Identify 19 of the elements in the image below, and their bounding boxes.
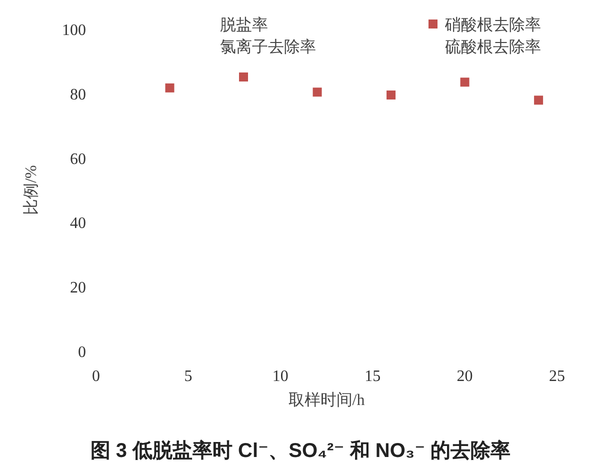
- y-tick-label: 100: [62, 22, 86, 39]
- x-tick-label: 0: [92, 368, 100, 385]
- x-tick-label: 20: [456, 368, 473, 385]
- y-tick-label: 80: [70, 86, 86, 104]
- x-tick-label: 25: [549, 368, 565, 385]
- y-tick-label: 20: [70, 280, 86, 297]
- x-tick-label: 10: [272, 368, 288, 385]
- text: 图 3 低脱盐率时 Cl⁻、SO₄²⁻ 和 NO₃⁻ 的去除率: [90, 439, 511, 462]
- y-tick-label: 0: [78, 344, 86, 361]
- y-tick-label: 60: [70, 150, 86, 168]
- text: 脱盐率: [220, 16, 268, 34]
- x-axis-title: 取样时间/h: [288, 391, 365, 409]
- x-tick-label: 15: [364, 368, 381, 385]
- y-axis-title: 比例/%: [22, 165, 40, 215]
- text: 硫酸根去除率: [445, 38, 541, 56]
- y-tick-label: 40: [70, 215, 86, 232]
- legend-label: 硝酸根去除率: [444, 16, 541, 34]
- text: 氯离子去除率: [220, 38, 316, 56]
- x-tick-label: 5: [184, 368, 192, 385]
